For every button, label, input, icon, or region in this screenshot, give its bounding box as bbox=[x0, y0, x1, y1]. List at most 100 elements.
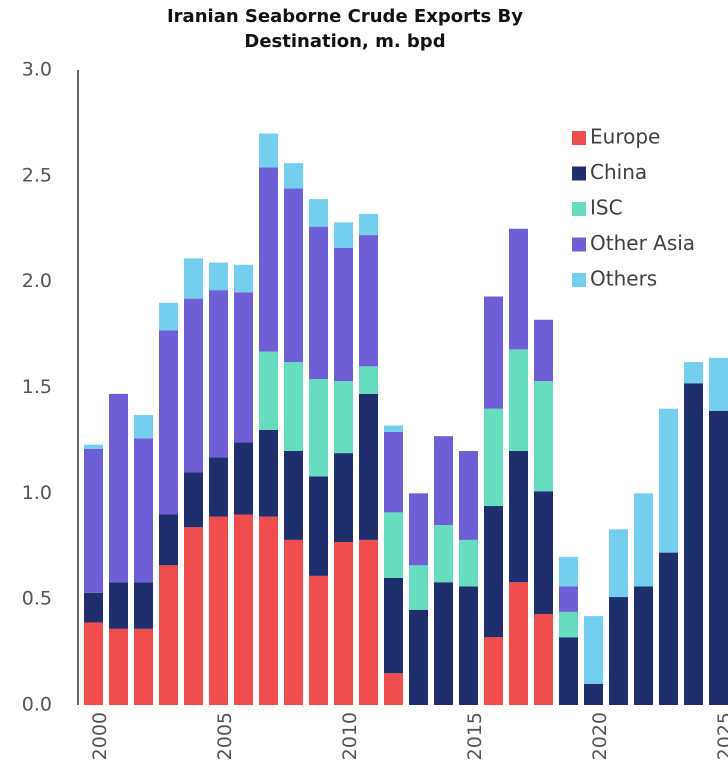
bar-segment bbox=[384, 673, 403, 705]
bar-segment bbox=[559, 611, 578, 638]
bar-segment bbox=[484, 637, 503, 705]
bar-segment bbox=[534, 381, 553, 492]
bar-segment bbox=[184, 298, 203, 473]
bar-segment bbox=[234, 442, 253, 515]
y-tick-label: 1.0 bbox=[22, 482, 52, 504]
bar-segment bbox=[259, 429, 278, 517]
bar-segment bbox=[109, 393, 128, 583]
bar-segment bbox=[159, 302, 178, 331]
x-tick-label: 2005 bbox=[214, 712, 236, 760]
bar-segment bbox=[184, 258, 203, 299]
bar-segment bbox=[559, 637, 578, 705]
bar-segment bbox=[684, 362, 703, 384]
bar-segment bbox=[609, 529, 628, 598]
bar-segment bbox=[84, 622, 103, 705]
legend-label: China bbox=[590, 160, 647, 184]
bar-segment bbox=[134, 582, 153, 629]
bar-segment bbox=[609, 597, 628, 705]
bar-segment bbox=[234, 292, 253, 443]
bar-segment bbox=[184, 472, 203, 528]
bar-segment bbox=[209, 516, 228, 705]
bar-segment bbox=[409, 565, 428, 610]
bar-segment bbox=[459, 586, 478, 705]
bar-segment bbox=[509, 582, 528, 705]
bar-segment bbox=[84, 592, 103, 623]
bar-segment bbox=[134, 438, 153, 583]
bar-segment bbox=[309, 199, 328, 227]
bar-segment bbox=[309, 226, 328, 380]
bar-segment bbox=[484, 408, 503, 507]
bar-segment bbox=[434, 436, 453, 526]
bar-segment bbox=[159, 514, 178, 566]
bar-segment bbox=[84, 444, 103, 449]
bar-segment bbox=[284, 163, 303, 189]
bar-segment bbox=[459, 451, 478, 540]
bar-segment bbox=[209, 262, 228, 291]
bar-segment bbox=[634, 493, 653, 587]
bar-segment bbox=[309, 575, 328, 705]
bar-segment bbox=[234, 514, 253, 705]
bar-segment bbox=[359, 366, 378, 394]
bar-segment bbox=[234, 264, 253, 293]
bar-segment bbox=[209, 457, 228, 517]
bar-segment bbox=[309, 476, 328, 576]
bar-segment bbox=[259, 516, 278, 705]
bar-segment bbox=[159, 330, 178, 515]
bar-segment bbox=[334, 381, 353, 454]
bar-segment bbox=[709, 357, 728, 411]
legend-label: Other Asia bbox=[590, 231, 695, 255]
legend-swatch bbox=[572, 166, 586, 181]
legend-swatch bbox=[572, 273, 586, 287]
bar-segment bbox=[109, 628, 128, 705]
bar-segment bbox=[134, 628, 153, 705]
legend-swatch bbox=[572, 131, 586, 145]
bar-segment bbox=[109, 582, 128, 629]
bar-segment bbox=[384, 578, 403, 674]
y-tick-label: 2.0 bbox=[22, 270, 52, 292]
bar-segment bbox=[259, 167, 278, 352]
bar-segment bbox=[509, 349, 528, 451]
bar-segment bbox=[334, 222, 353, 248]
bar-segment bbox=[409, 493, 428, 566]
bar-segment bbox=[509, 228, 528, 350]
bar-segment bbox=[159, 565, 178, 705]
bar-segment bbox=[559, 586, 578, 612]
bar-segment bbox=[259, 133, 278, 168]
bar-segment bbox=[184, 527, 203, 705]
bar-segment bbox=[359, 393, 378, 540]
bar-segment bbox=[534, 319, 553, 382]
x-tick-label: 2025 bbox=[714, 712, 728, 760]
x-tick-label: 2020 bbox=[589, 712, 611, 760]
bar-segment bbox=[84, 448, 103, 593]
x-tick-label: 2000 bbox=[89, 712, 111, 760]
bar-segment bbox=[284, 362, 303, 451]
bar-segment bbox=[334, 453, 353, 543]
bar-segment bbox=[359, 539, 378, 705]
bar-segment bbox=[434, 582, 453, 705]
bar-segment bbox=[309, 379, 328, 477]
legend-swatch bbox=[572, 237, 586, 252]
y-tick-label: 0.5 bbox=[22, 588, 52, 610]
y-tick-label: 0.0 bbox=[22, 694, 52, 716]
bar-segment bbox=[484, 506, 503, 638]
bar-segment bbox=[284, 539, 303, 705]
bar-segment bbox=[384, 512, 403, 578]
bar-segment bbox=[484, 296, 503, 409]
bar-segment bbox=[534, 491, 553, 614]
bar-segment bbox=[659, 408, 678, 553]
x-tick-label: 2015 bbox=[464, 712, 486, 760]
bar-segment bbox=[709, 410, 728, 705]
chart-title: Iranian Seaborne Crude Exports By Destin… bbox=[166, 6, 523, 52]
y-tick-label: 2.5 bbox=[22, 164, 52, 186]
bar-segment bbox=[334, 247, 353, 382]
bar-segment bbox=[459, 539, 478, 587]
bar-segment bbox=[284, 188, 303, 363]
bar-segment bbox=[509, 451, 528, 583]
bar-segment bbox=[209, 290, 228, 458]
bar-segment bbox=[409, 609, 428, 705]
bar-segment bbox=[659, 552, 678, 705]
bar-segment bbox=[584, 683, 603, 705]
y-tick-label: 3.0 bbox=[22, 59, 52, 81]
